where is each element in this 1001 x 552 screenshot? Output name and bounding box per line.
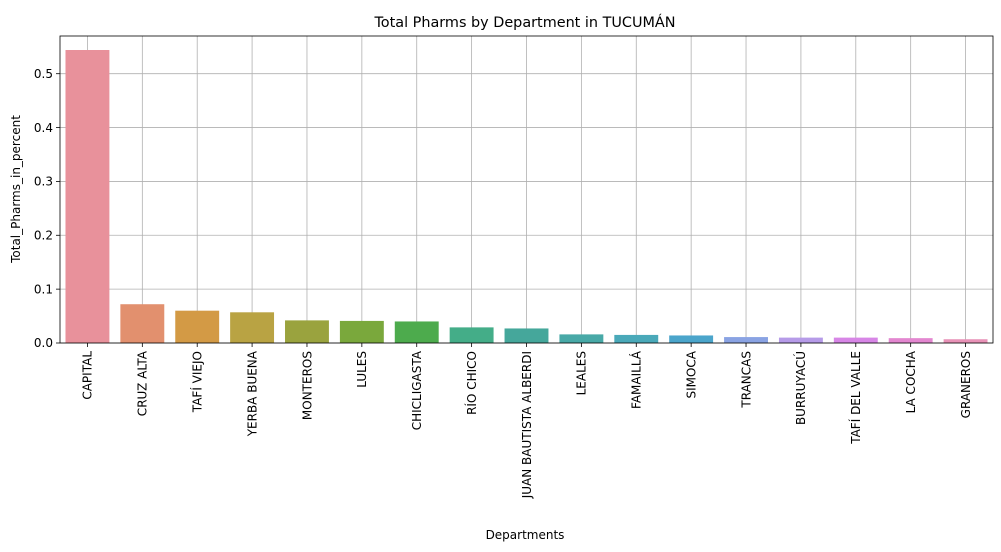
x-tick-label: YERBA BUENA: [245, 350, 259, 437]
x-tick-label: TAFÍ DEL VALLE: [848, 351, 863, 445]
y-tick-label: 0.5: [34, 67, 53, 81]
bar: [559, 334, 604, 343]
x-tick-label: LA COCHA: [904, 350, 918, 413]
chart-title: Total Pharms by Department in TUCUMÁN: [373, 14, 675, 31]
bar: [724, 337, 768, 343]
x-tick-label: GRANEROS: [959, 351, 973, 418]
bar: [669, 335, 714, 343]
bars: [65, 50, 988, 343]
x-tick-label: RÍO CHICO: [464, 351, 479, 415]
x-tick-label: LULES: [355, 351, 369, 388]
bar: [833, 337, 878, 343]
y-tick-label: 0.1: [34, 282, 53, 296]
grid: [60, 36, 993, 344]
bar: [230, 312, 275, 343]
bar: [614, 334, 659, 343]
x-tick-label: TRANCAS: [739, 351, 753, 409]
bar: [888, 338, 933, 343]
bar: [65, 50, 110, 343]
bar: [943, 339, 988, 343]
x-tick-label: BURRUYACÚ: [793, 351, 808, 425]
x-tick-label: CAPITAL: [81, 351, 95, 400]
x-tick-label: SIMOCA: [684, 350, 698, 398]
x-tick-label: LEALES: [575, 351, 589, 395]
bar: [339, 320, 384, 343]
y-tick-label: 0.4: [34, 121, 53, 135]
x-tick-label: JUAN BAUTISTA ALBERDI: [520, 351, 534, 499]
y-axis-label: Total_Pharms_in_percent: [9, 115, 23, 264]
y-tick-label: 0.2: [34, 228, 53, 242]
x-tick-label: MONTEROS: [300, 351, 314, 420]
bar: [449, 327, 494, 343]
bar: [394, 321, 439, 343]
x-tick-label: CHICLIGASTA: [410, 350, 424, 430]
bar: [175, 310, 220, 343]
y-tick-label: 0.0: [34, 336, 53, 350]
x-tick-label: TAFÍ VIEJO: [190, 351, 205, 413]
x-tick-label: CRUZ ALTA: [136, 350, 150, 416]
x-ticks: CAPITAL CRUZ ALTA TAFÍ VIEJO YERBA BUENA MON…: [81, 343, 973, 499]
x-axis-label: Departments: [486, 528, 565, 542]
bar: [504, 328, 549, 343]
bar: [778, 337, 823, 343]
bar: [285, 320, 329, 343]
x-tick-label: FAMAILLÁ: [629, 350, 644, 409]
y-ticks: 0.0 0.1 0.2 0.3 0.4 0.5: [34, 67, 60, 350]
bar: [120, 304, 165, 343]
y-tick-label: 0.3: [34, 175, 53, 189]
